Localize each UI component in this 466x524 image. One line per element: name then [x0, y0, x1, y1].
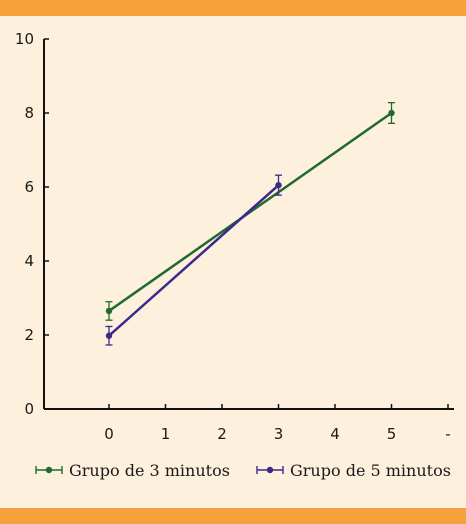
- y-tick-label: 8: [24, 104, 34, 122]
- x-tick-label: 1: [161, 425, 171, 443]
- series-line-1: [108, 111, 393, 312]
- legend-label: Grupo de 3 minutos: [69, 461, 230, 480]
- y-tick-label: 6: [24, 178, 34, 196]
- x-tick-label: 5: [387, 425, 397, 443]
- x-tick-label: 4: [330, 425, 340, 443]
- y-tick-label: 2: [24, 326, 34, 344]
- y-tick-label: 10: [15, 30, 34, 48]
- y-tick-label: 0: [24, 400, 34, 418]
- data-point: [275, 181, 282, 189]
- x-tick-label: 0: [104, 425, 114, 443]
- x-tick-label: 3: [274, 425, 284, 443]
- data-point: [388, 109, 395, 117]
- legend-swatch-dot: [266, 466, 274, 474]
- legend-label: Grupo de 5 minutos: [290, 461, 451, 480]
- x-tick-label: -: [445, 425, 450, 443]
- top-band: [0, 0, 466, 16]
- legend-swatch-dot: [45, 466, 53, 474]
- bottom-band: [0, 508, 466, 524]
- x-tick-label: 2: [217, 425, 227, 443]
- data-point: [105, 332, 113, 339]
- series-line-2: [108, 184, 280, 337]
- data-point: [105, 307, 113, 315]
- y-tick-label: 4: [24, 252, 34, 270]
